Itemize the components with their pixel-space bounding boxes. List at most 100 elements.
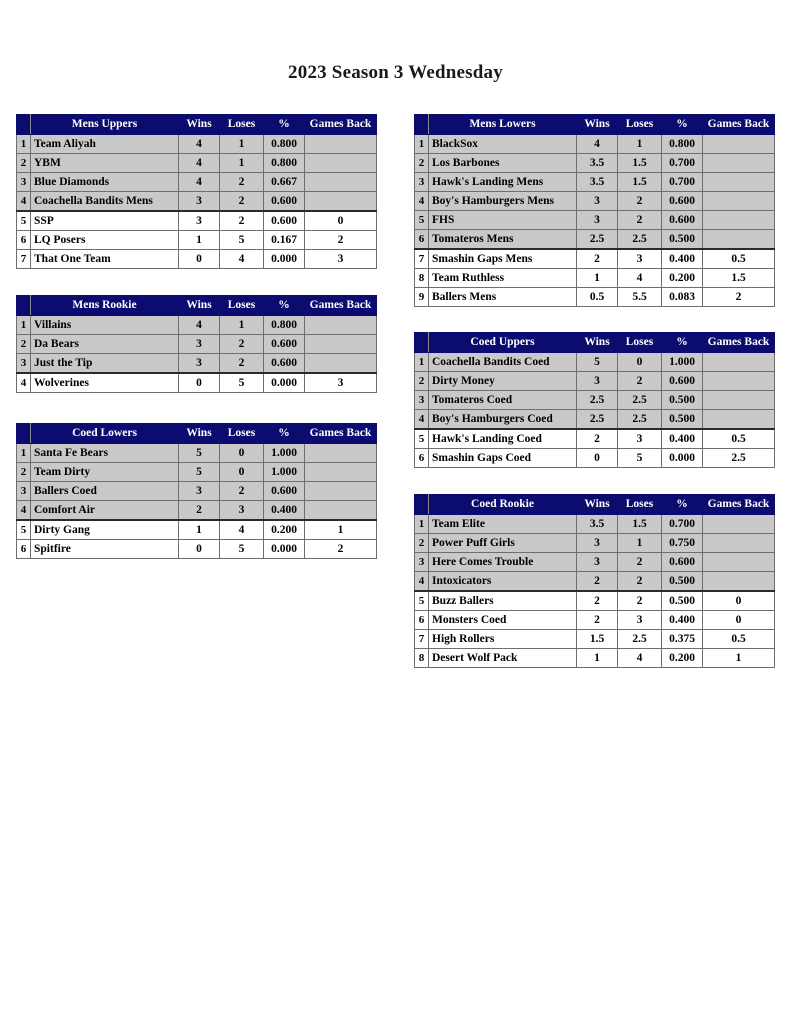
row-wins: 5 [178, 462, 220, 482]
column-header-rank [16, 423, 31, 444]
row-wins: 3 [576, 552, 618, 572]
row-loses: 2 [219, 191, 264, 212]
row-win-pct: 0.000 [263, 539, 305, 559]
table-row: 3 Hawk's Landing Mens 3.5 1.5 0.700 [414, 172, 775, 192]
row-rank: 4 [16, 372, 31, 393]
column-header-division: Coed Uppers [428, 332, 577, 353]
row-win-pct: 0.600 [263, 334, 305, 354]
row-win-pct: 0.000 [263, 372, 305, 393]
row-loses: 2 [617, 590, 662, 611]
row-team-name: Dirty Gang [30, 519, 179, 540]
table-row: 2 Dirty Money 3 2 0.600 [414, 371, 775, 391]
row-loses: 1 [219, 134, 264, 154]
row-rank: 4 [414, 191, 429, 211]
standings-table-mens-lowers: Mens Lowers Wins Loses% Games Back 1 BlackSox… [414, 114, 775, 307]
row-win-pct: 0.600 [263, 353, 305, 374]
row-team-name: Wolverines [30, 372, 179, 393]
column-header-pct: % [661, 494, 703, 515]
row-win-pct: 0.600 [661, 210, 703, 230]
table-row: 5 Dirty Gang 1 4 0.200 1 [16, 519, 377, 540]
table-row: 3 Blue Diamonds 4 2 0.667 [16, 172, 377, 192]
row-win-pct: 0.083 [661, 287, 703, 307]
row-wins: 3 [576, 210, 618, 230]
column-header-games-back: Games Back [304, 295, 377, 316]
row-rank: 3 [414, 172, 429, 192]
row-games-back: 0.5 [702, 629, 775, 649]
table-row: 6 Tomateros Mens 2.5 2.5 0.500 [414, 229, 775, 250]
row-games-back: 0.5 [702, 428, 775, 449]
row-win-pct: 0.800 [661, 134, 703, 154]
column-header-division: Mens Lowers [428, 114, 577, 135]
row-win-pct: 0.600 [661, 371, 703, 391]
row-loses: 5 [617, 448, 662, 468]
row-rank: 1 [414, 514, 429, 534]
row-rank: 1 [16, 134, 31, 154]
row-win-pct: 0.500 [661, 571, 703, 592]
row-games-back [702, 210, 775, 230]
row-team-name: Spitfire [30, 539, 179, 559]
row-wins: 3 [576, 533, 618, 553]
row-team-name: BlackSox [428, 134, 577, 154]
row-loses: 1.5 [617, 153, 662, 173]
row-loses: 1.5 [617, 172, 662, 192]
row-rank: 2 [16, 153, 31, 173]
column-header-wins: Wins [576, 332, 618, 353]
row-loses: 2 [617, 191, 662, 211]
row-rank: 4 [16, 500, 31, 521]
column-header-division: Coed Rookie [428, 494, 577, 515]
column-header-wins: Wins [576, 114, 618, 135]
row-rank: 4 [414, 409, 429, 430]
row-rank: 2 [414, 533, 429, 553]
table-header-row: Mens Lowers Wins Loses% Games Back [414, 114, 775, 135]
row-wins: 5 [178, 443, 220, 463]
row-wins: 3.5 [576, 153, 618, 173]
column-header-wins: Wins [178, 423, 220, 444]
row-loses: 2 [617, 371, 662, 391]
row-wins: 4 [576, 134, 618, 154]
row-team-name: Intoxicators [428, 571, 577, 592]
row-rank: 7 [414, 629, 429, 649]
row-loses: 2.5 [617, 409, 662, 430]
table-row: 3 Tomateros Coed 2.5 2.5 0.500 [414, 390, 775, 410]
row-team-name: LQ Posers [30, 230, 179, 250]
row-wins: 3.5 [576, 514, 618, 534]
column-header-pct: % [263, 114, 305, 135]
row-wins: 3 [178, 353, 220, 374]
table-row: 7 Smashin Gaps Mens 2 3 0.400 0.5 [414, 248, 775, 269]
row-wins: 3.5 [576, 172, 618, 192]
row-team-name: Los Barbones [428, 153, 577, 173]
row-team-name: Team Aliyah [30, 134, 179, 154]
row-loses: 2.5 [617, 229, 662, 250]
row-games-back: 1 [304, 519, 377, 540]
row-team-name: That One Team [30, 249, 179, 269]
row-wins: 0 [178, 372, 220, 393]
table-row: 6 Monsters Coed 2 3 0.400 0 [414, 610, 775, 630]
row-games-back: 1 [702, 648, 775, 668]
row-loses: 2.5 [617, 390, 662, 410]
table-row: 1 Villains 4 1 0.800 [16, 315, 377, 335]
row-wins: 2.5 [576, 229, 618, 250]
row-rank: 3 [16, 353, 31, 374]
row-win-pct: 0.800 [263, 315, 305, 335]
row-games-back: 2 [304, 230, 377, 250]
table-header-row: Mens Rookie Wins Loses% Games Back [16, 295, 377, 316]
row-team-name: FHS [428, 210, 577, 230]
row-loses: 3 [219, 500, 264, 521]
row-win-pct: 0.500 [661, 409, 703, 430]
table-row: 3 Ballers Coed 3 2 0.600 [16, 481, 377, 501]
row-loses: 5 [219, 230, 264, 250]
row-team-name: Tomateros Coed [428, 390, 577, 410]
row-games-back [304, 500, 377, 521]
table-row: 2 Power Puff Girls 3 1 0.750 [414, 533, 775, 553]
row-games-back [304, 134, 377, 154]
row-team-name: Smashin Gaps Mens [428, 248, 577, 269]
row-rank: 5 [16, 210, 31, 231]
row-games-back [702, 514, 775, 534]
row-team-name: Ballers Mens [428, 287, 577, 307]
row-loses: 2 [219, 353, 264, 374]
column-header-games-back: Games Back [304, 114, 377, 135]
row-rank: 3 [16, 172, 31, 192]
column-header-rank [16, 114, 31, 135]
row-loses: 1 [617, 134, 662, 154]
row-loses: 5 [219, 372, 264, 393]
